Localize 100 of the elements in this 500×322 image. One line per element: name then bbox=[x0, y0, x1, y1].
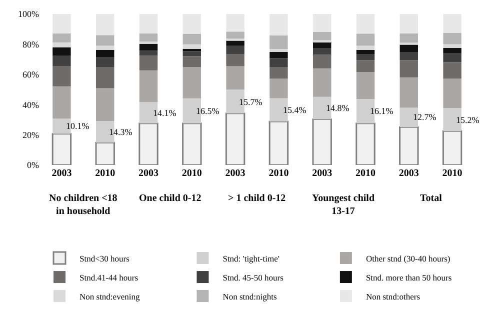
bar bbox=[443, 44, 462, 48]
bar bbox=[139, 14, 158, 34]
data-label: 16.1% bbox=[370, 106, 394, 116]
bar bbox=[139, 50, 158, 56]
data-label: 15.7% bbox=[239, 97, 263, 107]
bar bbox=[270, 14, 288, 36]
x-tick-label: 2010 bbox=[95, 168, 116, 179]
x-tick-label: 2003 bbox=[52, 168, 72, 179]
bar bbox=[139, 44, 158, 51]
bar bbox=[270, 52, 288, 58]
bar bbox=[52, 47, 71, 56]
bar bbox=[52, 132, 72, 165]
text: > 1 child 0-12 bbox=[228, 193, 286, 204]
bar bbox=[52, 33, 71, 42]
bar bbox=[182, 14, 202, 34]
data-label: 14.1% bbox=[153, 108, 177, 118]
bar bbox=[96, 50, 114, 58]
bar bbox=[96, 35, 114, 46]
bar bbox=[356, 14, 375, 34]
bar bbox=[268, 120, 289, 165]
bar bbox=[312, 54, 332, 68]
bar bbox=[270, 58, 288, 67]
data-label: 12.7% bbox=[413, 112, 437, 122]
bar bbox=[95, 142, 115, 165]
bar bbox=[182, 122, 202, 165]
bar bbox=[139, 56, 158, 70]
bar bbox=[226, 14, 244, 32]
bar bbox=[270, 78, 288, 98]
legend-label: Stnd<30 hours bbox=[80, 253, 130, 264]
bar bbox=[312, 48, 332, 55]
x-tick-label: 2003 bbox=[138, 168, 158, 179]
data-label: 15.4% bbox=[283, 105, 307, 115]
y-tick-label: 0% bbox=[27, 160, 40, 170]
bar bbox=[96, 67, 114, 88]
legend-label: Non stnd:others bbox=[366, 291, 420, 302]
bar bbox=[356, 34, 375, 46]
y-tick-label: 20% bbox=[22, 130, 40, 140]
bar bbox=[443, 48, 462, 53]
legend-label: Non stnd:nights bbox=[222, 291, 277, 302]
bar bbox=[225, 112, 246, 165]
bar bbox=[96, 46, 114, 50]
bar bbox=[443, 32, 462, 44]
bar bbox=[312, 14, 332, 32]
bar bbox=[139, 70, 158, 102]
data-label: 14.8% bbox=[326, 103, 350, 113]
bar bbox=[226, 66, 244, 90]
data-label: 10.1% bbox=[66, 121, 90, 131]
x-tick-label: 2010 bbox=[182, 168, 202, 179]
bar bbox=[226, 40, 244, 46]
text: Total bbox=[420, 193, 442, 204]
data-label: 15.2% bbox=[456, 115, 480, 125]
bar bbox=[182, 67, 202, 98]
bar bbox=[270, 35, 288, 50]
data-label: 16.5% bbox=[196, 106, 220, 116]
legend-label: Stnd: 'tight-time' bbox=[222, 253, 280, 264]
bar bbox=[356, 72, 375, 100]
bar bbox=[52, 56, 71, 66]
legend-label: Stnd. more than 50 hours bbox=[366, 272, 452, 282]
bar bbox=[356, 50, 375, 54]
bar bbox=[96, 57, 114, 67]
bar bbox=[226, 38, 244, 41]
x-tick-label: 2003 bbox=[225, 168, 246, 179]
y-tick-label: 100% bbox=[18, 9, 40, 20]
bar bbox=[400, 44, 418, 52]
data-label: 14.3% bbox=[109, 127, 133, 137]
y-tick-label: 60% bbox=[22, 70, 40, 80]
text: No children <18 in household bbox=[49, 193, 118, 217]
bar bbox=[400, 77, 418, 108]
bar bbox=[400, 60, 418, 78]
bar bbox=[442, 130, 462, 165]
bar bbox=[443, 52, 462, 62]
bar bbox=[400, 33, 418, 43]
bar bbox=[443, 78, 462, 108]
legend-label: Other stnd (30-40 hours) bbox=[366, 253, 450, 264]
bar bbox=[182, 48, 202, 52]
bar bbox=[52, 42, 71, 48]
x-tick-label: 2010 bbox=[442, 168, 462, 179]
bar bbox=[312, 68, 332, 97]
bar bbox=[96, 14, 114, 36]
bar bbox=[52, 14, 71, 34]
bar bbox=[270, 49, 288, 52]
x-tick-label: 2003 bbox=[312, 168, 332, 179]
bar bbox=[443, 14, 462, 33]
bar bbox=[400, 52, 418, 60]
bar bbox=[443, 62, 462, 78]
bar bbox=[182, 56, 202, 67]
bar bbox=[356, 60, 375, 72]
x-tick-label: 2003 bbox=[398, 168, 419, 179]
bar bbox=[312, 32, 332, 40]
bar bbox=[356, 122, 376, 165]
bar bbox=[96, 88, 114, 122]
bar bbox=[182, 44, 202, 49]
bar bbox=[400, 14, 418, 34]
bar bbox=[270, 67, 288, 78]
legend-label: Stnd.41-44 hours bbox=[80, 272, 138, 282]
bar bbox=[356, 46, 375, 50]
bar bbox=[226, 54, 244, 66]
bar bbox=[52, 66, 71, 86]
legend-label: Non stnd:evening bbox=[80, 291, 140, 302]
bar bbox=[182, 51, 202, 56]
